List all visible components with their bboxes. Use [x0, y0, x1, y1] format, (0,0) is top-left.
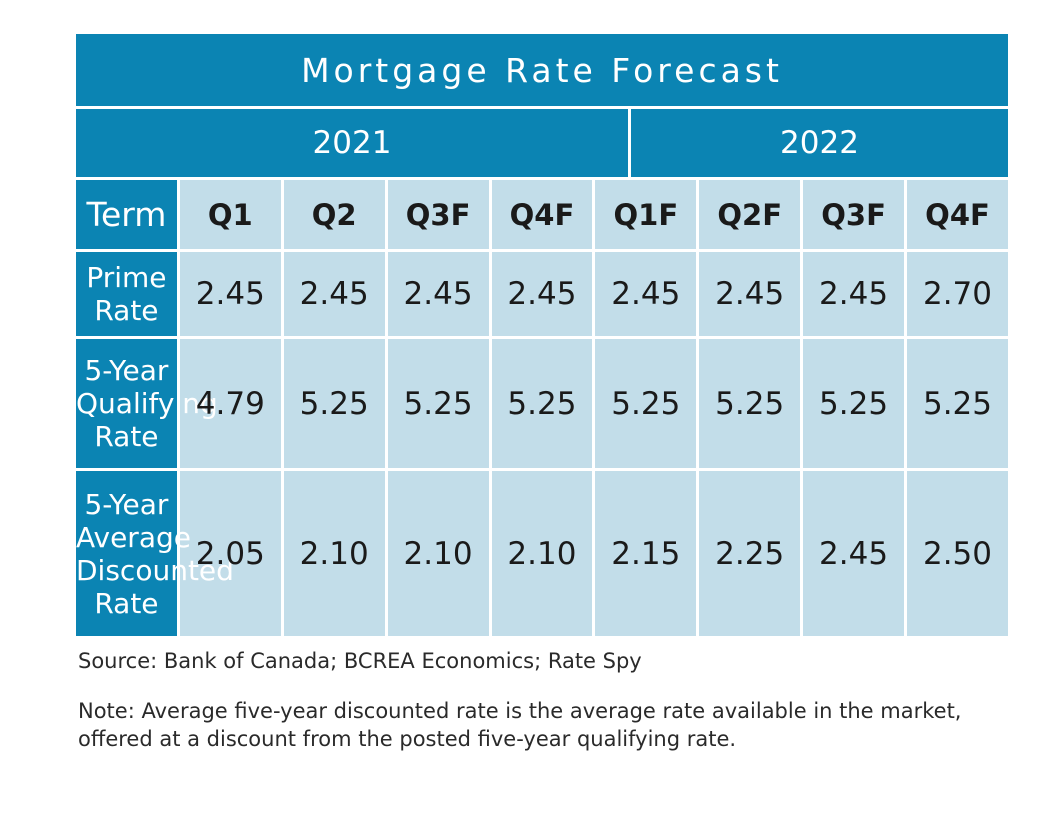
quarter-header: Q4F: [907, 180, 1008, 249]
row-label: 5-Year Qualifying Rate: [76, 339, 218, 468]
row-label-line: Rate: [94, 420, 159, 453]
rate-value-cell: 2.10: [283, 471, 385, 636]
rate-value-cell: 2.45: [595, 252, 697, 336]
row-label-line: Qualifying: [76, 387, 218, 420]
rate-value-cell: 2.45: [699, 252, 801, 336]
quarter-header: Q3F: [387, 180, 489, 249]
year-header-row: 2021 2022: [76, 109, 1008, 177]
quarter-header: Q1: [179, 180, 281, 249]
rate-value-cell: 5.25: [283, 339, 385, 468]
rate-value-cell: 5.25: [699, 339, 801, 468]
quarter-header: Q2F: [699, 180, 801, 249]
rate-value-cell: 4.79: [179, 339, 281, 468]
rate-value-cell: 5.25: [387, 339, 489, 468]
quarter-header-row: Term Q1 Q2 Q3F Q4F Q1F Q2F Q3F Q4F: [76, 180, 1008, 249]
quarter-header: Q2: [283, 180, 385, 249]
rate-value-cell: 2.15: [595, 471, 697, 636]
rate-value-cell: 5.25: [595, 339, 697, 468]
row-label-line: Rate: [94, 586, 159, 620]
source-text: Source: Bank of Canada; BCREA Economics;…: [78, 649, 642, 673]
rate-value-cell: 2.45: [387, 252, 489, 336]
qualifying-rate-row: 5-Year Qualifying Rate 4.79 5.25 5.25 5.25 5.25…: [76, 339, 1008, 468]
rate-value-cell: 2.45: [283, 252, 385, 336]
rate-forecast-table-container: Mortgage Rate Forecast 2021 2022 Term Q1 Q…: [76, 34, 1008, 639]
rate-value-cell: 2.45: [803, 471, 904, 636]
rate-value-cell: 2.70: [907, 252, 1008, 336]
row-label-line: Prime: [86, 261, 167, 294]
quarter-header: Q4F: [491, 180, 593, 249]
row-label-line: Rate: [94, 294, 159, 327]
year-divider: [628, 109, 631, 177]
prime-rate-row: Prime Rate 2.45 2.45 2.45 2.45 2.45 2.45 2.45 2.7…: [76, 252, 1008, 336]
row-label-line: Average: [76, 520, 191, 554]
year-header-2022: 2022: [631, 109, 1008, 177]
rate-table: Term Q1 Q2 Q3F Q4F Q1F Q2F Q3F Q4F Prime Rate 2.45 2…: [73, 177, 1011, 639]
rate-value-cell: 2.50: [907, 471, 1008, 636]
rate-value-cell: 5.25: [491, 339, 593, 468]
table-title: Mortgage Rate Forecast: [76, 34, 1008, 106]
quarter-header: Q3F: [803, 180, 904, 249]
note-text: Note: Average five-year discounted rate …: [78, 699, 962, 751]
term-header: Term: [76, 180, 177, 249]
rate-value-cell: 2.25: [699, 471, 801, 636]
rate-value-cell: 2.45: [179, 252, 281, 336]
rate-value-cell: 5.25: [803, 339, 904, 468]
rate-value-cell: 2.45: [803, 252, 904, 336]
row-label-line: Discounted: [76, 553, 234, 587]
row-label: Prime Rate: [76, 252, 177, 336]
row-label-line: 5-Year: [84, 354, 169, 387]
year-header-2021: 2021: [76, 109, 628, 177]
row-label-line: 5-Year: [84, 487, 169, 521]
quarter-header: Q1F: [595, 180, 697, 249]
discounted-rate-row: 5-Year Average Discounted Rate 2.05 2.10 2.10 2…: [76, 471, 1008, 636]
rate-value-cell: 2.10: [387, 471, 489, 636]
rate-value-cell: 5.25: [907, 339, 1008, 468]
row-label: 5-Year Average Discounted Rate: [76, 471, 234, 636]
rate-value-cell: 2.10: [491, 471, 593, 636]
rate-value-cell: 2.05: [179, 471, 281, 636]
rate-value-cell: 2.45: [491, 252, 593, 336]
